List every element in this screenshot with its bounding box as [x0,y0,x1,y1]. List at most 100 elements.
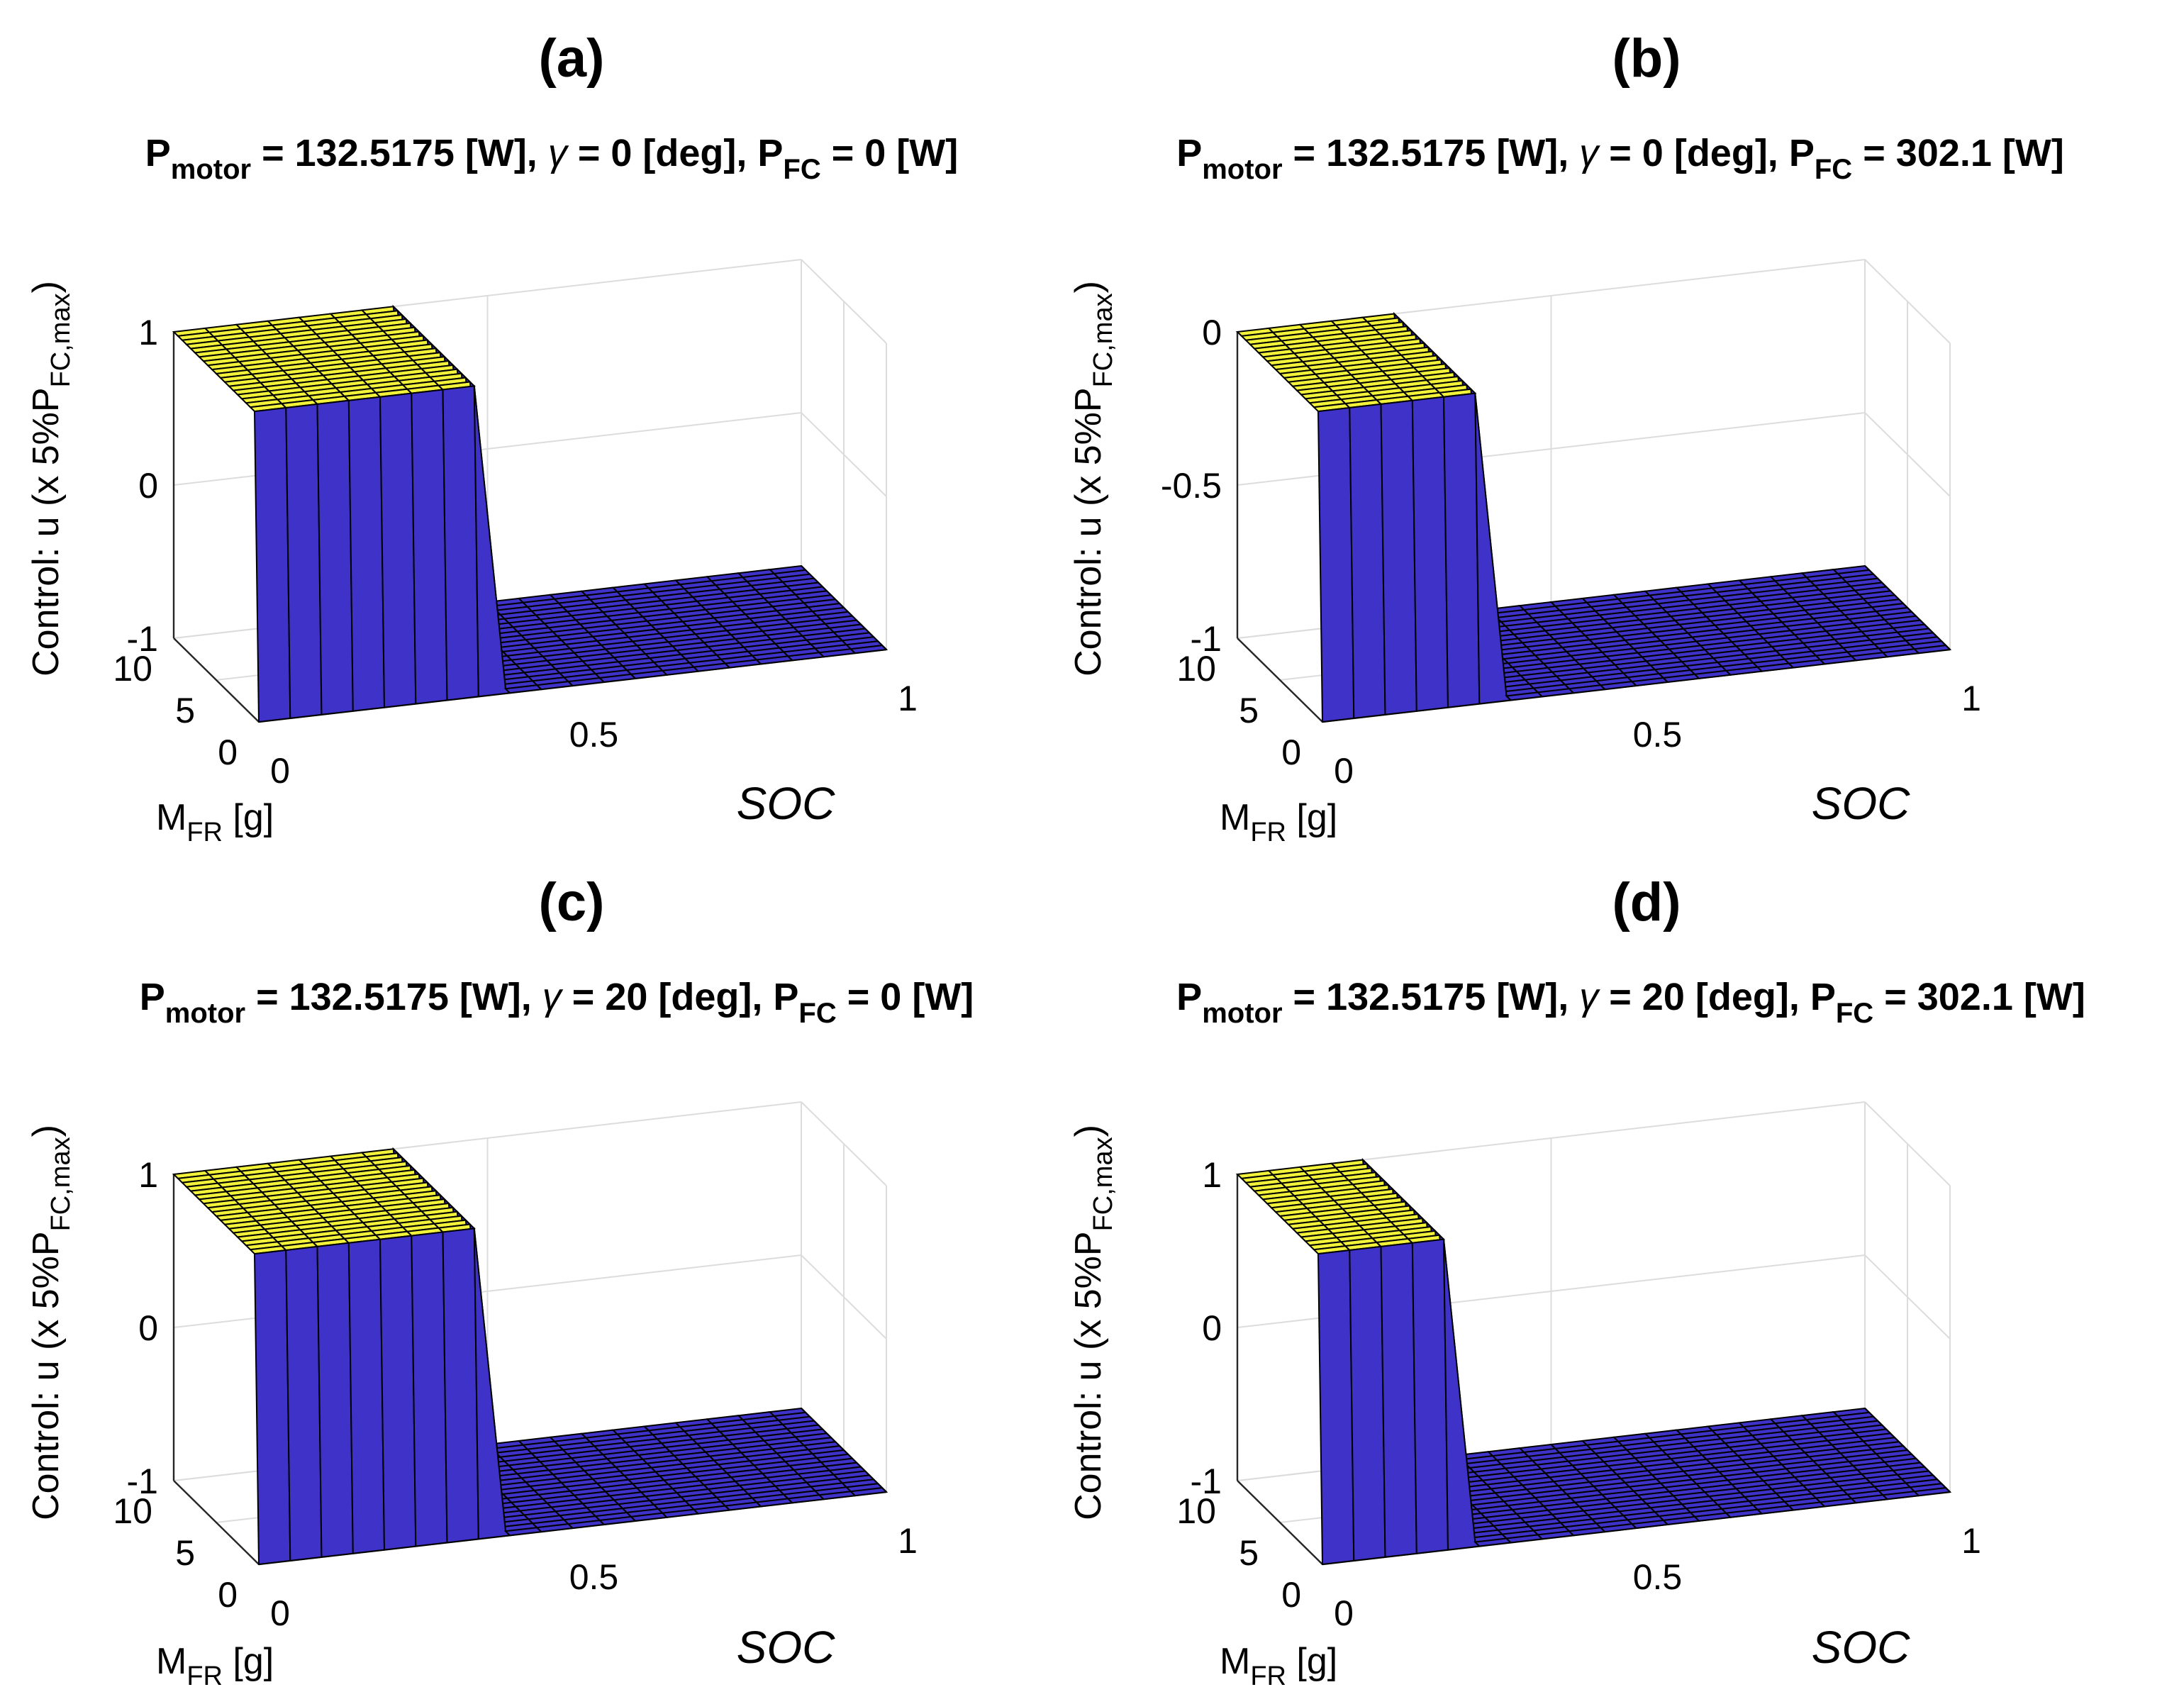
y-tick-label: 10 [113,1491,152,1531]
y-axis-label: MFR [g] [1220,1641,1337,1687]
surface-cell [411,389,448,705]
y-tick-label: 5 [175,1533,195,1573]
y-tick-label: 0 [218,1575,238,1615]
y-tick-label: 10 [113,649,152,689]
x-tick-label: 1 [1961,679,1981,718]
surface-cell [285,1245,323,1562]
surface-cell [1912,645,1952,655]
z-tick-label: 0 [1202,313,1222,352]
panel-title: Pmotor = 132.5175 [W], γ = 20 [deg], PFC… [1176,976,2085,1029]
surface-cell [347,396,386,712]
x-axis-label: SOC [1812,778,1910,829]
panel-d: (d) Pmotor = 132.5175 [W], γ = 20 [deg],… [1068,872,2085,1687]
x-axis-label: SOC [1812,1622,1910,1673]
x-tick-label: 0 [1334,751,1354,791]
surface-cell [1912,1487,1952,1497]
surface-cell [1317,1249,1355,1566]
z-axis-label: Control: u (x 5%PFC,max) [1068,1125,1118,1520]
x-tick-label: 0.5 [569,715,619,755]
x-tick-label: 0.5 [1633,1557,1683,1597]
surface-cell [1411,396,1449,712]
z-axis-label: Control: u (x 5%PFC,max) [26,1125,76,1520]
z-tick-label: -0.5 [1161,466,1222,506]
surface-cell [316,399,354,716]
y-axis-label: MFR [g] [156,797,274,847]
y-tick-label: 0 [1281,1575,1301,1615]
panel-title: Pmotor = 132.5175 [W], γ = 20 [deg], PFC… [140,976,974,1029]
surface-cell [1380,399,1417,716]
panel-a: (a) Pmotor = 132.5175 [W], γ = 0 [deg], … [26,28,958,847]
surface-cell [379,1235,417,1551]
z-tick-label: 0 [138,1308,158,1348]
surface-cell [1317,406,1355,723]
surface-cell [442,1227,479,1544]
z-axis-label: Control: u (x 5%PFC,max) [1068,281,1118,677]
grid-line [1864,1254,1951,1340]
z-tick-label: -1 [1191,1461,1222,1501]
panel-label: (c) [539,872,605,932]
surface-cell [411,1231,448,1547]
z-tick-label: 1 [138,313,158,352]
y-tick-label: 5 [1239,1533,1259,1573]
grid-line [801,259,887,344]
surface-cell [285,403,323,720]
grid-line [1864,412,1951,497]
surface-cell [442,385,479,701]
z-tick-label: -1 [127,1461,158,1501]
y-tick-label: 5 [175,691,195,730]
surface-cell [1442,392,1481,708]
surface-cell [316,1242,354,1558]
surface [172,304,888,723]
y-tick-label: 5 [1239,691,1259,730]
surface-cell [1380,1242,1417,1558]
panel-label: (b) [1612,28,1681,89]
surface-cell [1411,1238,1449,1554]
surface-cell [849,645,888,655]
x-axis-label: SOC [737,778,835,829]
x-tick-label: 0 [1334,1593,1354,1633]
panel-title: Pmotor = 132.5175 [W], γ = 0 [deg], PFC … [1176,132,2064,185]
z-tick-label: -1 [127,619,158,659]
surface [1235,1157,1952,1566]
z-tick-label: -1 [1191,619,1222,659]
panel-c: (c) Pmotor = 132.5175 [W], γ = 20 [deg],… [26,872,974,1687]
y-axis-label: MFR [g] [1220,797,1337,847]
panel-label: (d) [1612,872,1681,932]
axis-line [1237,638,1323,723]
surface [1235,311,1952,723]
surface-cell [347,1238,386,1554]
x-tick-label: 1 [898,679,918,718]
y-axis-label: MFR [g] [156,1641,274,1687]
surface [172,1147,888,1566]
y-tick-label: 0 [1281,733,1301,772]
y-tick-label: 10 [1176,1491,1216,1531]
axis-line [173,638,260,723]
y-tick-label: 10 [1176,649,1216,689]
x-tick-label: 1 [1961,1521,1981,1561]
axis-line [1237,1480,1323,1565]
surface-cell [379,392,417,708]
z-tick-label: 0 [138,466,158,506]
grid-line [801,1101,887,1186]
surface-cell [849,1487,888,1497]
x-tick-label: 0 [270,751,290,791]
x-tick-label: 1 [898,1521,918,1561]
surface-cell [1349,403,1386,720]
z-tick-label: 1 [1202,1155,1222,1195]
x-tick-label: 0 [270,1593,290,1633]
surface-cell [253,1249,291,1566]
x-tick-label: 0.5 [569,1557,619,1597]
x-tick-label: 0.5 [1633,715,1683,755]
grid-line [1864,1101,1951,1186]
axis-line [173,1480,260,1565]
panel-b: (b) Pmotor = 132.5175 [W], γ = 0 [deg], … [1068,28,2064,847]
x-axis-label: SOC [737,1622,835,1673]
surface-cell [1349,1245,1386,1562]
grid-line [801,412,887,497]
panel-title: Pmotor = 132.5175 [W], γ = 0 [deg], PFC … [145,132,959,185]
panel-label: (a) [539,28,605,89]
